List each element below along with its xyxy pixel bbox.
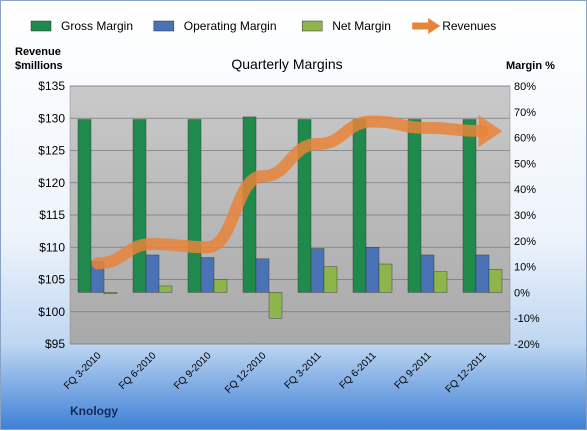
left-tick-label: $105	[38, 273, 65, 287]
company-name: Knology	[70, 404, 118, 418]
legend-swatch	[301, 20, 323, 32]
category-label: FQ 9-2011	[393, 350, 434, 391]
revenue-arrowhead	[478, 115, 503, 148]
bar	[352, 119, 367, 293]
bar	[462, 119, 477, 293]
legend-label: Net Margin	[332, 19, 391, 33]
left-tick-label: $125	[38, 144, 65, 158]
right-axis-label: Margin %	[506, 60, 555, 72]
legend-label: Operating Margin	[184, 19, 277, 33]
right-tick-label: 0%	[514, 287, 530, 299]
right-tick-label: -20%	[514, 339, 540, 351]
bar	[213, 279, 228, 293]
bar	[407, 119, 422, 293]
right-tick-label: -10%	[514, 313, 540, 325]
right-tick-label: 30%	[514, 210, 536, 222]
bar	[242, 116, 257, 293]
category-label: FQ 6-2011	[338, 350, 379, 391]
bar	[378, 263, 393, 293]
left-tick-label: $130	[38, 111, 65, 125]
category-label: FQ 3-2011	[283, 350, 324, 391]
bar	[200, 257, 215, 293]
bar	[187, 119, 202, 293]
legend-swatch	[30, 20, 52, 32]
category-label: FQ 3-2010	[62, 350, 104, 392]
left-tick-label: $100	[38, 305, 65, 319]
right-tick-label: 10%	[514, 262, 536, 274]
right-tick-label: 20%	[514, 236, 536, 248]
bar	[310, 248, 325, 293]
bar	[255, 258, 270, 293]
left-tick-label: $95	[45, 337, 65, 351]
left-tick-label: $120	[38, 176, 65, 190]
legend-arrow	[428, 18, 441, 34]
bar	[132, 119, 147, 293]
left-tick-label: $110	[39, 240, 65, 254]
bar	[103, 292, 118, 294]
left-axis-label: Revenue	[15, 46, 61, 58]
right-tick-label: 60%	[514, 133, 536, 145]
legend-swatch	[153, 20, 175, 32]
bar	[77, 119, 92, 293]
bar	[488, 268, 503, 293]
category-label: FQ 9-2010	[172, 350, 214, 392]
left-tick-label: $135	[38, 79, 65, 93]
legend-label: Revenues	[442, 19, 496, 33]
left-axis-label-line2: $millions	[15, 60, 63, 72]
right-tick-label: 50%	[514, 158, 536, 170]
gridlines	[70, 85, 510, 345]
legend: Gross Margin Operating Margin Net Margin Re…	[30, 18, 496, 34]
category-label: FQ 12-2010	[223, 350, 269, 396]
left-tick-label: $115	[39, 208, 65, 222]
right-tick-label: 40%	[514, 184, 536, 196]
right-tick-label: 70%	[514, 107, 536, 119]
bar	[433, 271, 448, 293]
bar	[420, 254, 435, 293]
bar	[145, 254, 160, 293]
bar	[158, 285, 173, 293]
bar	[268, 292, 283, 319]
right-tick-label: 80%	[514, 81, 536, 93]
chart-title: Quarterly Margins	[231, 56, 342, 72]
bar	[297, 119, 312, 293]
bar	[323, 266, 338, 293]
revenue-line	[91, 115, 489, 270]
bar	[365, 247, 380, 293]
category-label: FQ 12-2011	[444, 350, 489, 395]
legend-label: Gross Margin	[61, 19, 133, 33]
line-series	[91, 115, 503, 270]
category-label: FQ 6-2010	[117, 350, 159, 392]
bar	[475, 254, 490, 293]
